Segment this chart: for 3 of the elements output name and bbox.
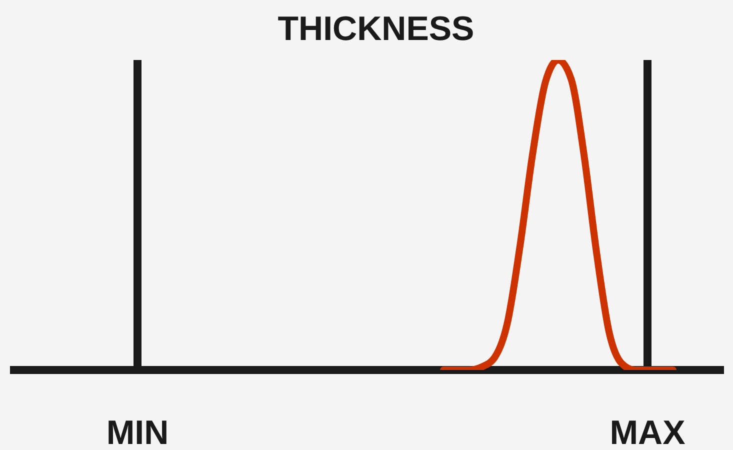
chart-title: THICKNESS (278, 10, 474, 48)
x-tick-label: MIN (106, 414, 169, 450)
x-tick-label: MAX (610, 414, 686, 450)
